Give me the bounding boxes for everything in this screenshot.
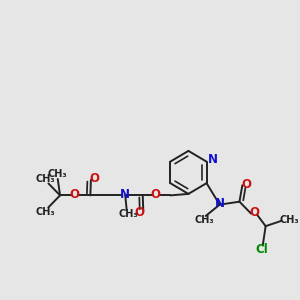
Text: O: O (150, 188, 160, 201)
Text: CH₃: CH₃ (35, 207, 55, 217)
Text: CH₃: CH₃ (48, 169, 68, 179)
Text: Cl: Cl (256, 243, 268, 256)
Text: O: O (242, 178, 252, 190)
Text: O: O (134, 206, 145, 219)
Text: CH₃: CH₃ (35, 174, 55, 184)
Text: O: O (90, 172, 100, 185)
Text: CH₃: CH₃ (194, 214, 214, 225)
Text: CH₃: CH₃ (279, 215, 299, 225)
Text: CH₃: CH₃ (118, 209, 138, 219)
Text: O: O (250, 206, 260, 219)
Text: N: N (208, 153, 218, 166)
Text: N: N (120, 188, 130, 201)
Text: O: O (70, 188, 80, 201)
Text: N: N (215, 197, 225, 210)
